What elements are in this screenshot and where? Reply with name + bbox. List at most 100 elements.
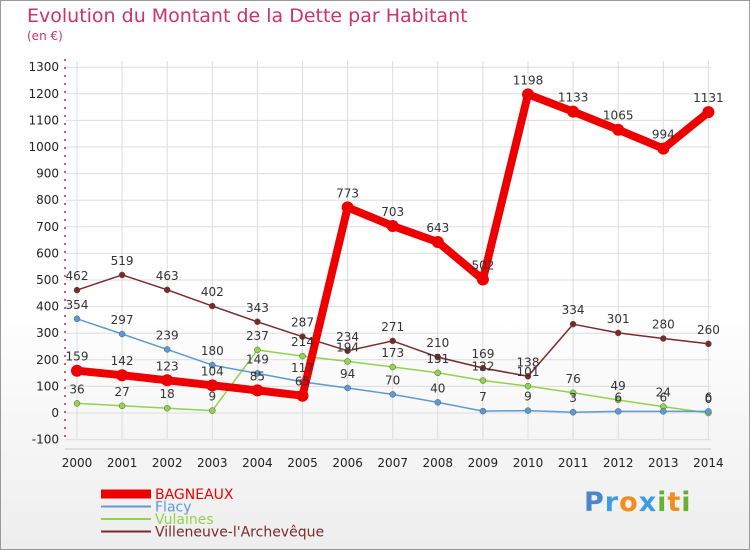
data-label: 214 [291, 335, 314, 349]
logo-letter: x [638, 487, 658, 518]
legend-label: Flacy [155, 500, 192, 516]
x-tick-label: 2006 [332, 456, 363, 470]
data-label: 70 [385, 373, 400, 387]
data-label: 463 [156, 269, 179, 283]
x-tick-label: 2003 [197, 456, 228, 470]
data-label: 85 [250, 369, 265, 383]
proxiti-logo: Proxiti [584, 487, 692, 518]
y-tick-label: 500 [36, 273, 59, 287]
data-label: 6 [705, 390, 713, 404]
logo-letter: i [657, 487, 668, 518]
data-label: 210 [426, 336, 449, 350]
data-label: 40 [430, 381, 445, 395]
data-point [299, 333, 306, 340]
logo-letter: t [667, 487, 682, 518]
data-point [479, 377, 487, 384]
data-label: 271 [381, 320, 404, 334]
data-label: 1065 [603, 109, 634, 123]
data-label: 27 [114, 385, 129, 399]
data-label: 297 [111, 313, 134, 327]
x-tick-label: 2010 [513, 456, 544, 470]
y-tick-label: 1100 [28, 113, 59, 127]
y-tick-label: 1300 [28, 60, 59, 74]
data-label: 169 [471, 347, 494, 361]
data-label: 173 [381, 346, 404, 360]
data-point [479, 364, 487, 372]
data-point [206, 379, 219, 392]
data-point [660, 335, 667, 342]
data-label: 280 [652, 318, 675, 332]
data-point [73, 315, 81, 323]
x-tick-label: 2005 [287, 456, 318, 470]
data-label: 151 [426, 352, 449, 366]
data-label: 287 [291, 316, 314, 330]
data-point [73, 286, 81, 294]
chart-unit: (en €) [27, 29, 63, 43]
logo-letter: o [619, 487, 639, 518]
data-point [614, 329, 622, 337]
x-tick-label: 2012 [603, 456, 634, 470]
data-label: 234 [336, 330, 359, 344]
data-label: 49 [611, 379, 626, 393]
data-point [118, 402, 126, 410]
data-label: 76 [565, 372, 580, 386]
data-point [209, 361, 216, 369]
data-label: 24 [656, 386, 671, 400]
data-label: 138 [517, 355, 540, 369]
data-point [524, 373, 532, 380]
data-label: 6 [614, 390, 622, 404]
data-label: 65 [295, 375, 310, 389]
x-tick-label: 2000 [62, 456, 93, 470]
legend-label: Vulaines [155, 512, 214, 528]
data-point [118, 330, 126, 338]
data-point [389, 337, 396, 345]
data-point [118, 271, 126, 279]
data-label: 301 [607, 312, 630, 326]
data-point [251, 384, 264, 397]
data-label: 994 [652, 128, 675, 142]
data-point [524, 382, 532, 390]
data-point [161, 374, 174, 387]
data-point [209, 407, 216, 414]
data-point [702, 106, 715, 119]
data-point [567, 105, 580, 118]
data-point [209, 302, 216, 310]
data-point [569, 389, 577, 397]
data-label: 773 [336, 186, 359, 200]
data-label: 1133 [558, 91, 589, 105]
data-label: 462 [66, 269, 89, 283]
data-label: 354 [66, 298, 89, 312]
data-point [389, 363, 396, 371]
data-label: 94 [340, 367, 355, 381]
y-tick-label: 900 [36, 167, 59, 181]
y-tick-label: 400 [36, 300, 59, 314]
data-point [705, 408, 712, 415]
data-point [299, 352, 306, 360]
data-label: 237 [246, 329, 269, 343]
data-point [296, 389, 309, 402]
data-point [431, 235, 444, 248]
data-point [522, 88, 534, 101]
y-tick-label: 800 [36, 193, 59, 207]
data-label: 194 [336, 340, 359, 354]
data-point [479, 407, 487, 415]
data-point [569, 320, 577, 328]
data-label: 9 [524, 390, 532, 404]
data-point [71, 364, 83, 377]
legend-label: BAGNEAUX [155, 487, 234, 503]
data-label: 343 [246, 301, 269, 315]
data-label: 334 [562, 303, 585, 317]
data-point [434, 353, 442, 361]
y-tick-label: 700 [36, 220, 59, 234]
data-point [163, 404, 171, 412]
data-label: 643 [426, 221, 449, 235]
data-point [476, 273, 489, 286]
y-tick-label: 1200 [28, 87, 59, 101]
x-tick-label: 2007 [377, 456, 408, 470]
y-tick-label: 600 [36, 246, 59, 260]
data-point [614, 408, 622, 415]
data-label: 7 [479, 390, 487, 404]
data-point [705, 340, 712, 348]
